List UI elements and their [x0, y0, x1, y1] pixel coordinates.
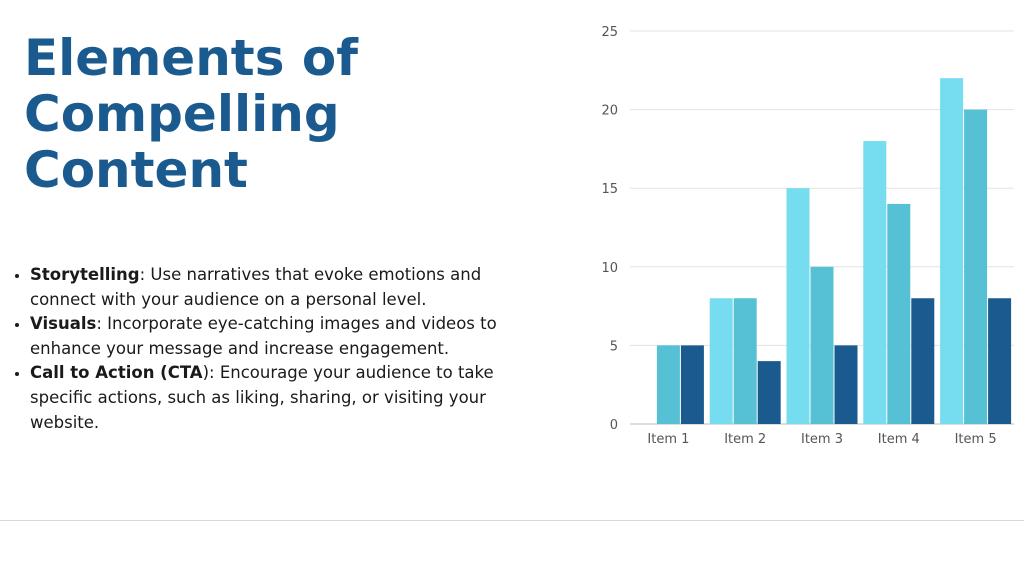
bar	[709, 298, 733, 424]
bar	[656, 345, 680, 424]
bullet-text: ): Encourage your audience to take speci…	[30, 363, 494, 432]
bullet-term: Visuals	[30, 314, 97, 334]
bar	[911, 298, 935, 424]
y-tick-label: 10	[601, 261, 618, 276]
bullet-term: Storytelling	[30, 265, 140, 284]
y-tick-label: 25	[601, 25, 618, 40]
bar	[887, 203, 911, 424]
x-tick-label: Item 4	[878, 432, 920, 447]
slide-title: Elements of Compelling Content	[24, 29, 358, 199]
bar	[680, 345, 704, 424]
bar	[834, 345, 858, 424]
bullet-term: Call to Action (CTA	[30, 363, 203, 383]
bar	[988, 298, 1012, 424]
bullet-cta: Call to Action (CTA): Encourage your aud…	[30, 361, 550, 435]
bar	[757, 361, 781, 424]
bullet-list: Storytelling: Use narratives that evoke …	[12, 263, 550, 435]
bar	[786, 188, 810, 424]
y-tick-label: 5	[610, 339, 618, 354]
bar	[863, 141, 887, 425]
y-tick-label: 20	[601, 104, 618, 119]
x-tick-label: Item 2	[724, 432, 766, 447]
bullet-storytelling: Storytelling: Use narratives that evoke …	[30, 263, 550, 312]
y-tick-label: 0	[610, 418, 618, 433]
bar	[810, 266, 834, 424]
x-tick-label: Item 3	[801, 432, 843, 447]
bar	[940, 78, 964, 424]
bullet-text: : Use narratives that evoke emotions and…	[30, 265, 482, 309]
bullet-text: : Incorporate eye-catching images and vi…	[30, 314, 497, 358]
bar	[733, 298, 757, 424]
footer-divider	[0, 520, 1024, 521]
bullet-visuals: Visuals: Incorporate eye-catching images…	[30, 312, 550, 361]
x-tick-label: Item 1	[647, 432, 689, 447]
x-tick-label: Item 5	[955, 432, 997, 447]
bar-chart: 0 5 10 15 20 25 Item 1 Item 2 Item 3 Item 4 Item 5	[601, 25, 1014, 447]
bar	[964, 109, 988, 424]
y-tick-label: 15	[601, 182, 618, 197]
